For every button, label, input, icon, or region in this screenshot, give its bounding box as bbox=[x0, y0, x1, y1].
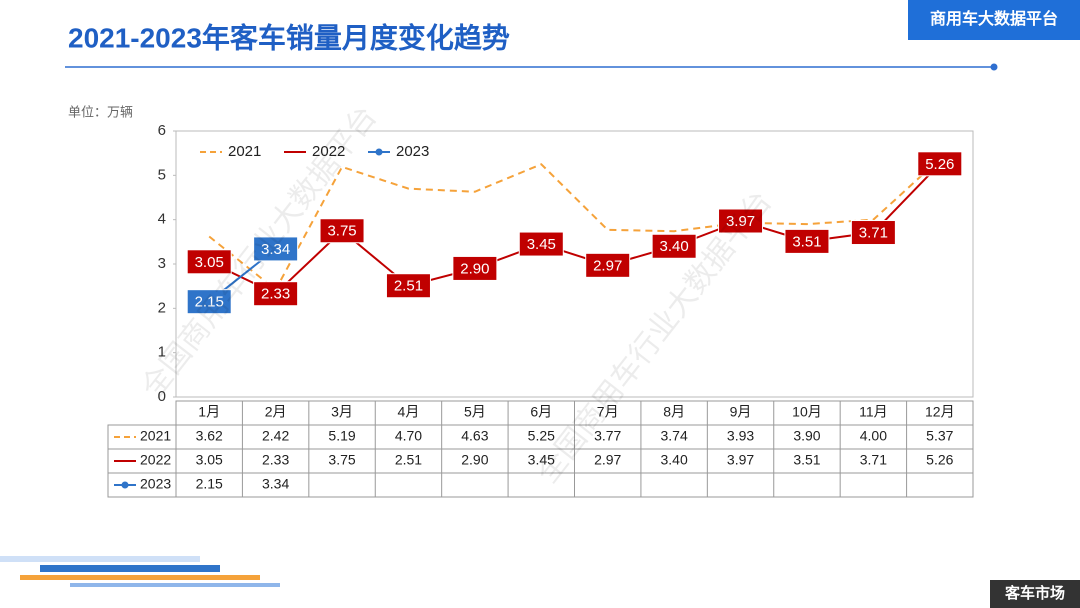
data-label-box bbox=[253, 236, 299, 262]
table-cell: 2.42 bbox=[262, 428, 289, 444]
data-label: 2.97 bbox=[593, 257, 622, 274]
x-tick-label: 2月 bbox=[265, 404, 287, 420]
stripe bbox=[70, 583, 280, 587]
table-row-label: 2023 bbox=[140, 476, 171, 492]
data-label-box bbox=[385, 273, 431, 299]
chart: 0 1 2 3 4 5 6 1月 2月 3月 4月 5月 6月 7月 8月 9月 10月 11月 12月 2021 3.… bbox=[107, 122, 974, 498]
table-cell: 3.51 bbox=[793, 452, 820, 468]
table-cell: 4.63 bbox=[461, 428, 488, 444]
data-label: 5.26 bbox=[925, 156, 954, 173]
y-tick-label: 2 bbox=[158, 299, 166, 316]
footer-box bbox=[990, 580, 1080, 608]
table-cell: 5.25 bbox=[528, 428, 555, 444]
table-cell: 2.90 bbox=[461, 452, 488, 468]
data-label: 3.97 bbox=[726, 213, 755, 230]
data-label: 2.33 bbox=[261, 286, 290, 303]
x-tick-label: 9月 bbox=[730, 404, 752, 420]
y-tick-label: 6 bbox=[158, 122, 166, 139]
x-tick-label: 8月 bbox=[663, 404, 685, 420]
stripe bbox=[20, 575, 260, 580]
table-cell: 3.45 bbox=[528, 452, 555, 468]
data-label-box bbox=[186, 289, 232, 315]
table-cell: 2.51 bbox=[395, 452, 422, 468]
data-label-box bbox=[917, 151, 963, 177]
table-cell: 2.15 bbox=[196, 476, 223, 492]
rule-dot bbox=[990, 63, 998, 71]
table-cell: 4.00 bbox=[860, 428, 887, 444]
table-cell: 3.71 bbox=[860, 452, 887, 468]
data-label-box bbox=[784, 228, 830, 254]
x-tick-label: 3月 bbox=[331, 404, 353, 420]
data-label: 2.15 bbox=[195, 294, 224, 311]
data-label: 3.51 bbox=[792, 233, 821, 250]
y-tick-label: 0 bbox=[158, 388, 166, 405]
y-tick-label: 3 bbox=[158, 255, 166, 272]
x-tick-label: 6月 bbox=[530, 404, 552, 420]
unit: 单位：万辆 bbox=[68, 104, 133, 119]
data-label: 3.75 bbox=[327, 223, 356, 240]
data-label: 3.05 bbox=[195, 254, 224, 271]
data-label: 3.34 bbox=[261, 241, 290, 258]
stripe bbox=[40, 565, 220, 572]
data-label-box bbox=[253, 281, 299, 307]
data-label-box bbox=[518, 231, 564, 257]
legend-label: 2021 bbox=[228, 143, 261, 160]
table-cell: 3.77 bbox=[594, 428, 621, 444]
x-tick-label: 4月 bbox=[398, 404, 420, 420]
table-cell: 3.40 bbox=[661, 452, 688, 468]
x-tick-label: 5月 bbox=[464, 404, 486, 420]
data-label-box bbox=[319, 218, 365, 244]
table-cell: 4.70 bbox=[395, 428, 422, 444]
table-cell: 3.05 bbox=[196, 452, 223, 468]
data-label-box bbox=[452, 255, 498, 281]
table-cell: 3.62 bbox=[196, 428, 223, 444]
data-label-box bbox=[585, 252, 631, 278]
y-tick-label: 4 bbox=[158, 211, 166, 228]
footer: 客车市场 bbox=[1004, 584, 1065, 602]
legend-label: 2023 bbox=[396, 143, 429, 160]
data-label: 2.51 bbox=[394, 278, 423, 295]
table-row-label: 2022 bbox=[140, 452, 171, 468]
table-row-label: 2021 bbox=[140, 428, 171, 444]
table-cell: 2.97 bbox=[594, 452, 621, 468]
title: 2021-2023年客车销量月度变化趋势 bbox=[68, 21, 510, 53]
table-cell: 3.34 bbox=[262, 476, 289, 492]
data-label-box bbox=[850, 220, 896, 246]
table-cell: 3.75 bbox=[328, 452, 355, 468]
x-tick-label: 7月 bbox=[597, 404, 619, 420]
table-cell: 3.97 bbox=[727, 452, 754, 468]
data-label: 2.90 bbox=[460, 260, 489, 277]
data-label-box bbox=[718, 208, 764, 234]
data-label: 3.40 bbox=[660, 238, 689, 255]
table-cell: 2.33 bbox=[262, 452, 289, 468]
data-label-box bbox=[651, 233, 697, 259]
x-tick-label: 10月 bbox=[792, 404, 822, 420]
table-cell: 3.90 bbox=[793, 428, 820, 444]
table-cell: 3.93 bbox=[727, 428, 754, 444]
legend-marker bbox=[375, 148, 383, 156]
x-tick-label: 11月 bbox=[859, 404, 888, 420]
y-tick-label: 5 bbox=[158, 166, 166, 183]
legend-marker bbox=[121, 481, 129, 489]
decoration bbox=[0, 556, 280, 587]
stripe bbox=[0, 556, 200, 562]
data-label-box bbox=[186, 249, 232, 275]
table-cell: 5.37 bbox=[926, 428, 953, 444]
badge-box bbox=[908, 0, 1080, 40]
data-label: 3.45 bbox=[527, 236, 556, 253]
table-cell: 5.26 bbox=[926, 452, 953, 468]
x-tick-label: 12月 bbox=[925, 404, 955, 420]
badge: 商用车大数据平台 bbox=[930, 9, 1058, 28]
data-label: 3.71 bbox=[859, 224, 888, 241]
y-tick-label: 1 bbox=[158, 344, 166, 361]
x-tick-label: 1月 bbox=[198, 404, 220, 420]
table-cell: 3.74 bbox=[661, 428, 688, 444]
table-cell: 5.19 bbox=[328, 428, 355, 444]
legend-label: 2022 bbox=[312, 143, 345, 160]
series-line bbox=[208, 158, 941, 292]
